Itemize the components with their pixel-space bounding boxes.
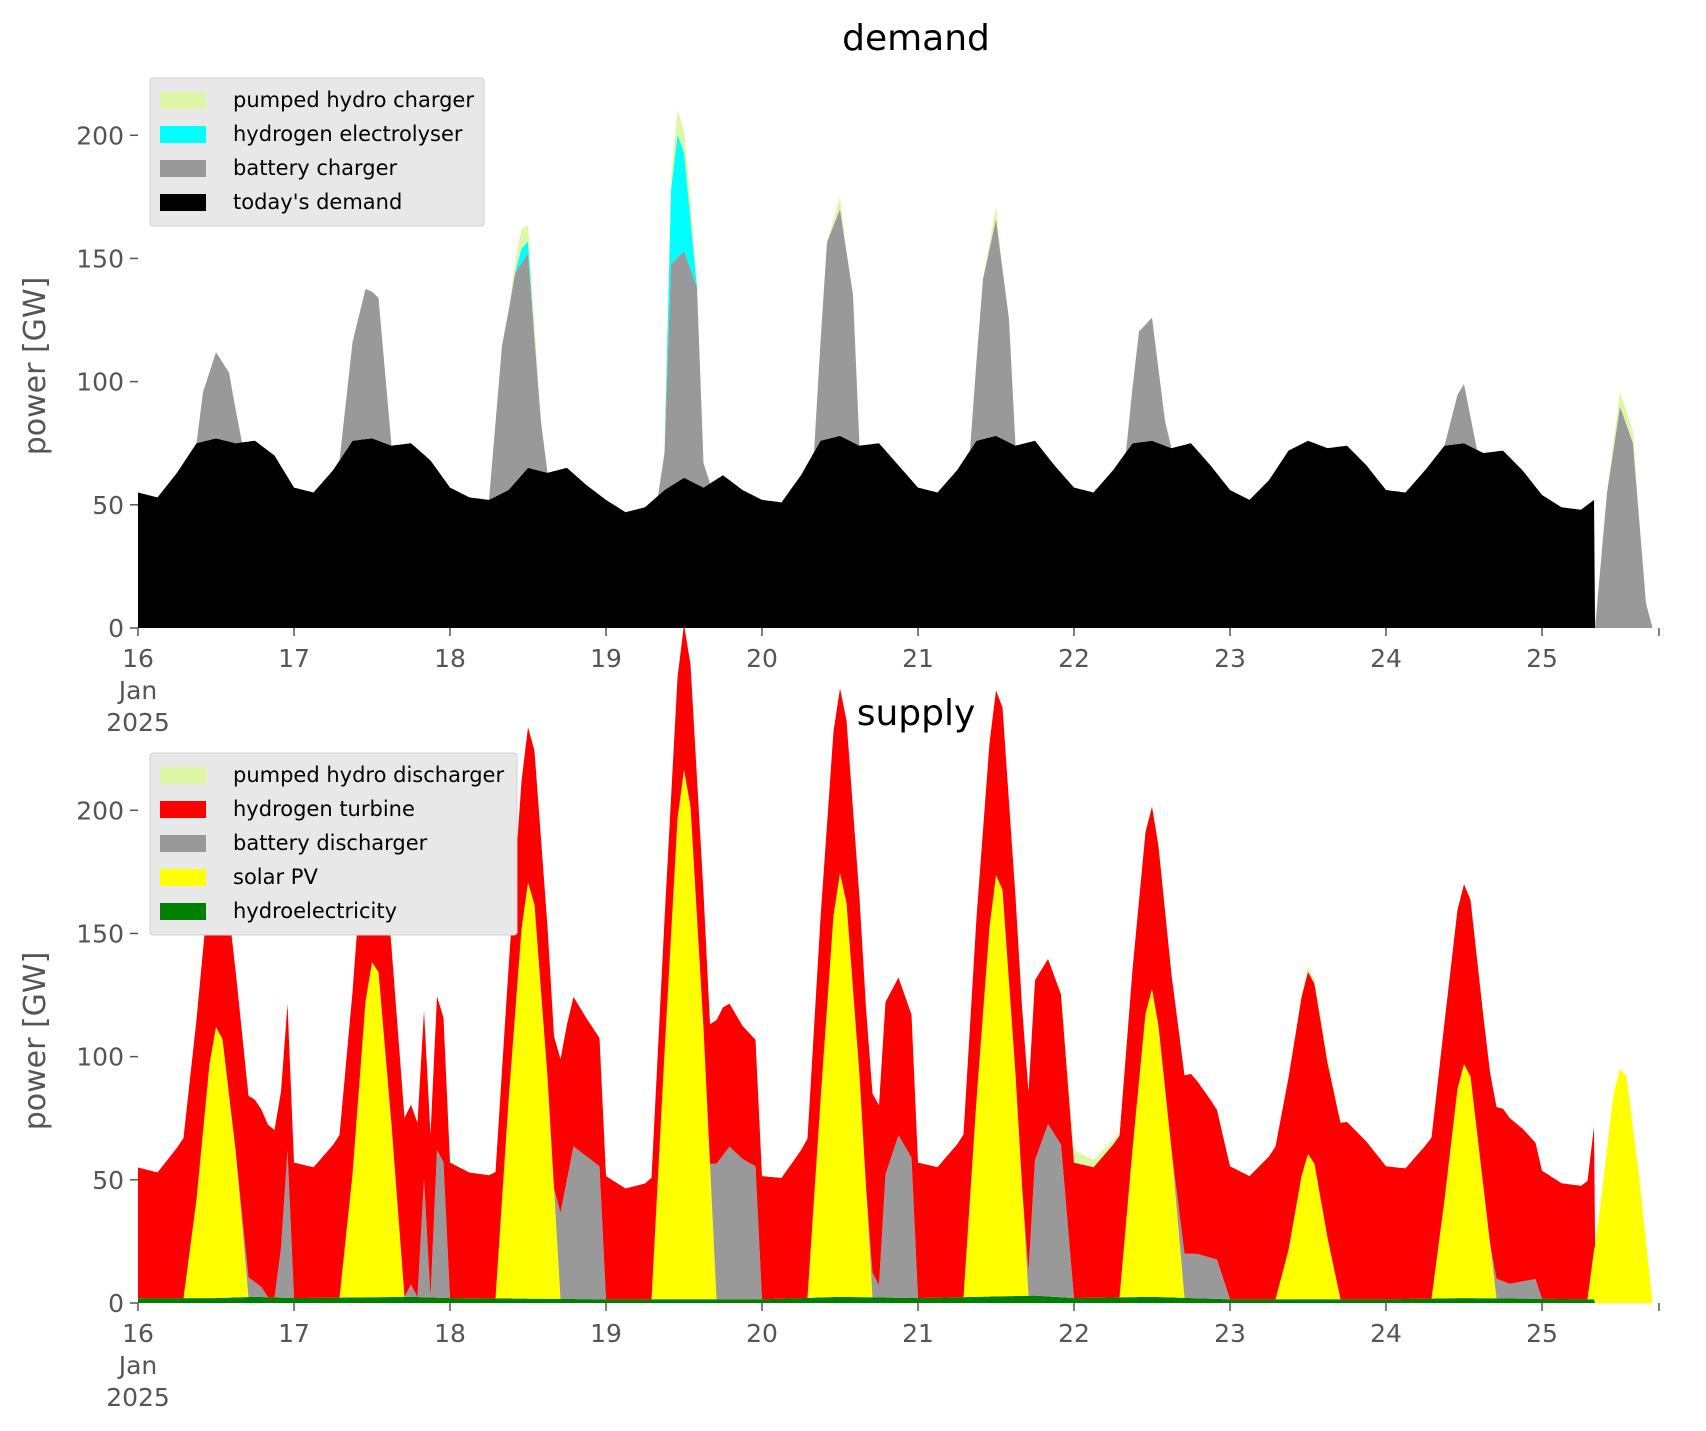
area-today-s-demand <box>138 435 1659 628</box>
legend-swatch-hydrogen-electrolyser <box>160 126 206 143</box>
y-tick-label: 200 <box>76 121 124 150</box>
x-tick-label: 25 <box>1526 1319 1558 1348</box>
x-tick-label: 19 <box>590 644 622 673</box>
area-battery-charger <box>138 209 1659 628</box>
demand-legend: pumped hydro charger hydrogen electrolyse… <box>149 77 485 227</box>
demand-title: demand <box>842 18 990 59</box>
y-tick-label: 50 <box>92 491 124 520</box>
y-tick-label: 100 <box>76 1043 124 1072</box>
legend-label-hydroelectricity: hydroelectricity <box>233 899 397 923</box>
x-tick-label: 24 <box>1370 644 1402 673</box>
y-tick-label: 200 <box>76 796 124 825</box>
x-tick-secondary-label: 2025 <box>106 1383 170 1412</box>
demand-areas <box>138 109 1659 628</box>
x-tick-label: 20 <box>746 644 778 673</box>
x-tick-label: 17 <box>278 644 310 673</box>
legend-label-solar-pv: solar PV <box>233 865 318 889</box>
x-tick-label: 23 <box>1214 644 1246 673</box>
legend-label-hydrogen-electrolyser: hydrogen electrolyser <box>233 122 463 146</box>
x-tick-label: 20 <box>746 1319 778 1348</box>
area-battery-discharger <box>138 769 1659 1303</box>
supply-legend: pumped hydro discharger hydrogen turbine b… <box>149 752 518 936</box>
legend-swatch-hydrogen-turbine <box>160 801 206 818</box>
supply-title: supply <box>857 693 976 734</box>
x-tick-label: 21 <box>902 1319 934 1348</box>
y-tick-label: 150 <box>76 244 124 273</box>
legend-swatch-pumped-hydro-discharger <box>160 767 206 784</box>
x-tick-label: 25 <box>1526 644 1558 673</box>
x-tick-label: 18 <box>434 644 466 673</box>
demand-axes: 0 50 100 150 200 16 Jan 2025 17 18 19 20 21 22 23 24 25 <box>76 121 1660 737</box>
x-tick-label: 18 <box>434 1319 466 1348</box>
x-tick-label: 22 <box>1058 1319 1090 1348</box>
legend-swatch-solar-pv <box>160 869 206 886</box>
legend-label-battery-discharger: battery discharger <box>233 831 428 855</box>
legend-swatch-battery-discharger <box>160 835 206 852</box>
legend-label-today-s-demand: today's demand <box>233 190 402 214</box>
y-tick-label: 0 <box>108 614 124 643</box>
legend-swatch-pumped-hydro-charger <box>160 92 206 109</box>
x-tick-label: 17 <box>278 1319 310 1348</box>
legend-box <box>149 752 518 936</box>
y-tick-label: 150 <box>76 919 124 948</box>
x-tick-secondary-label: 2025 <box>106 708 170 737</box>
supply-axes: 0 50 100 150 200 16 Jan 2025 17 18 19 20 21 22 23 24 25 <box>76 796 1660 1412</box>
area-hydroelectricity <box>138 1295 1659 1303</box>
legend-swatch-battery-charger <box>160 160 206 177</box>
legend-label-hydrogen-turbine: hydrogen turbine <box>233 797 415 821</box>
x-tick-secondary-label: Jan <box>117 676 158 705</box>
y-tick-label: 0 <box>108 1289 124 1318</box>
y-tick-label: 100 <box>76 368 124 397</box>
supply-panel: supply power [GW] 05010015020016Jan20251… <box>18 624 1660 1412</box>
x-tick-label: 21 <box>902 644 934 673</box>
legend-label-pumped-hydro-discharger: pumped hydro discharger <box>233 763 504 787</box>
y-tick-label: 50 <box>92 1166 124 1195</box>
area-solar-pv <box>138 769 1659 1303</box>
supply-ylabel: power [GW] <box>18 952 53 1131</box>
area-hydrogen-turbine <box>138 624 1659 1303</box>
supply-areas <box>138 624 1659 1303</box>
legend-box <box>149 77 485 227</box>
x-tick-label: 23 <box>1214 1319 1246 1348</box>
x-tick-label: 22 <box>1058 644 1090 673</box>
legend-swatch-today-s-demand <box>160 194 206 211</box>
x-tick-label: 16 <box>122 1319 154 1348</box>
x-tick-secondary-label: Jan <box>117 1351 158 1380</box>
legend-label-pumped-hydro-charger: pumped hydro charger <box>233 88 474 112</box>
legend-label-battery-charger: battery charger <box>233 156 398 180</box>
x-tick-label: 24 <box>1370 1319 1402 1348</box>
x-tick-label: 19 <box>590 1319 622 1348</box>
x-tick-label: 16 <box>122 644 154 673</box>
legend-swatch-hydroelectricity <box>160 903 206 920</box>
demand-panel: demand power [GW] 05010015020016Jan20251… <box>18 18 1660 737</box>
demand-ylabel: power [GW] <box>18 277 53 456</box>
